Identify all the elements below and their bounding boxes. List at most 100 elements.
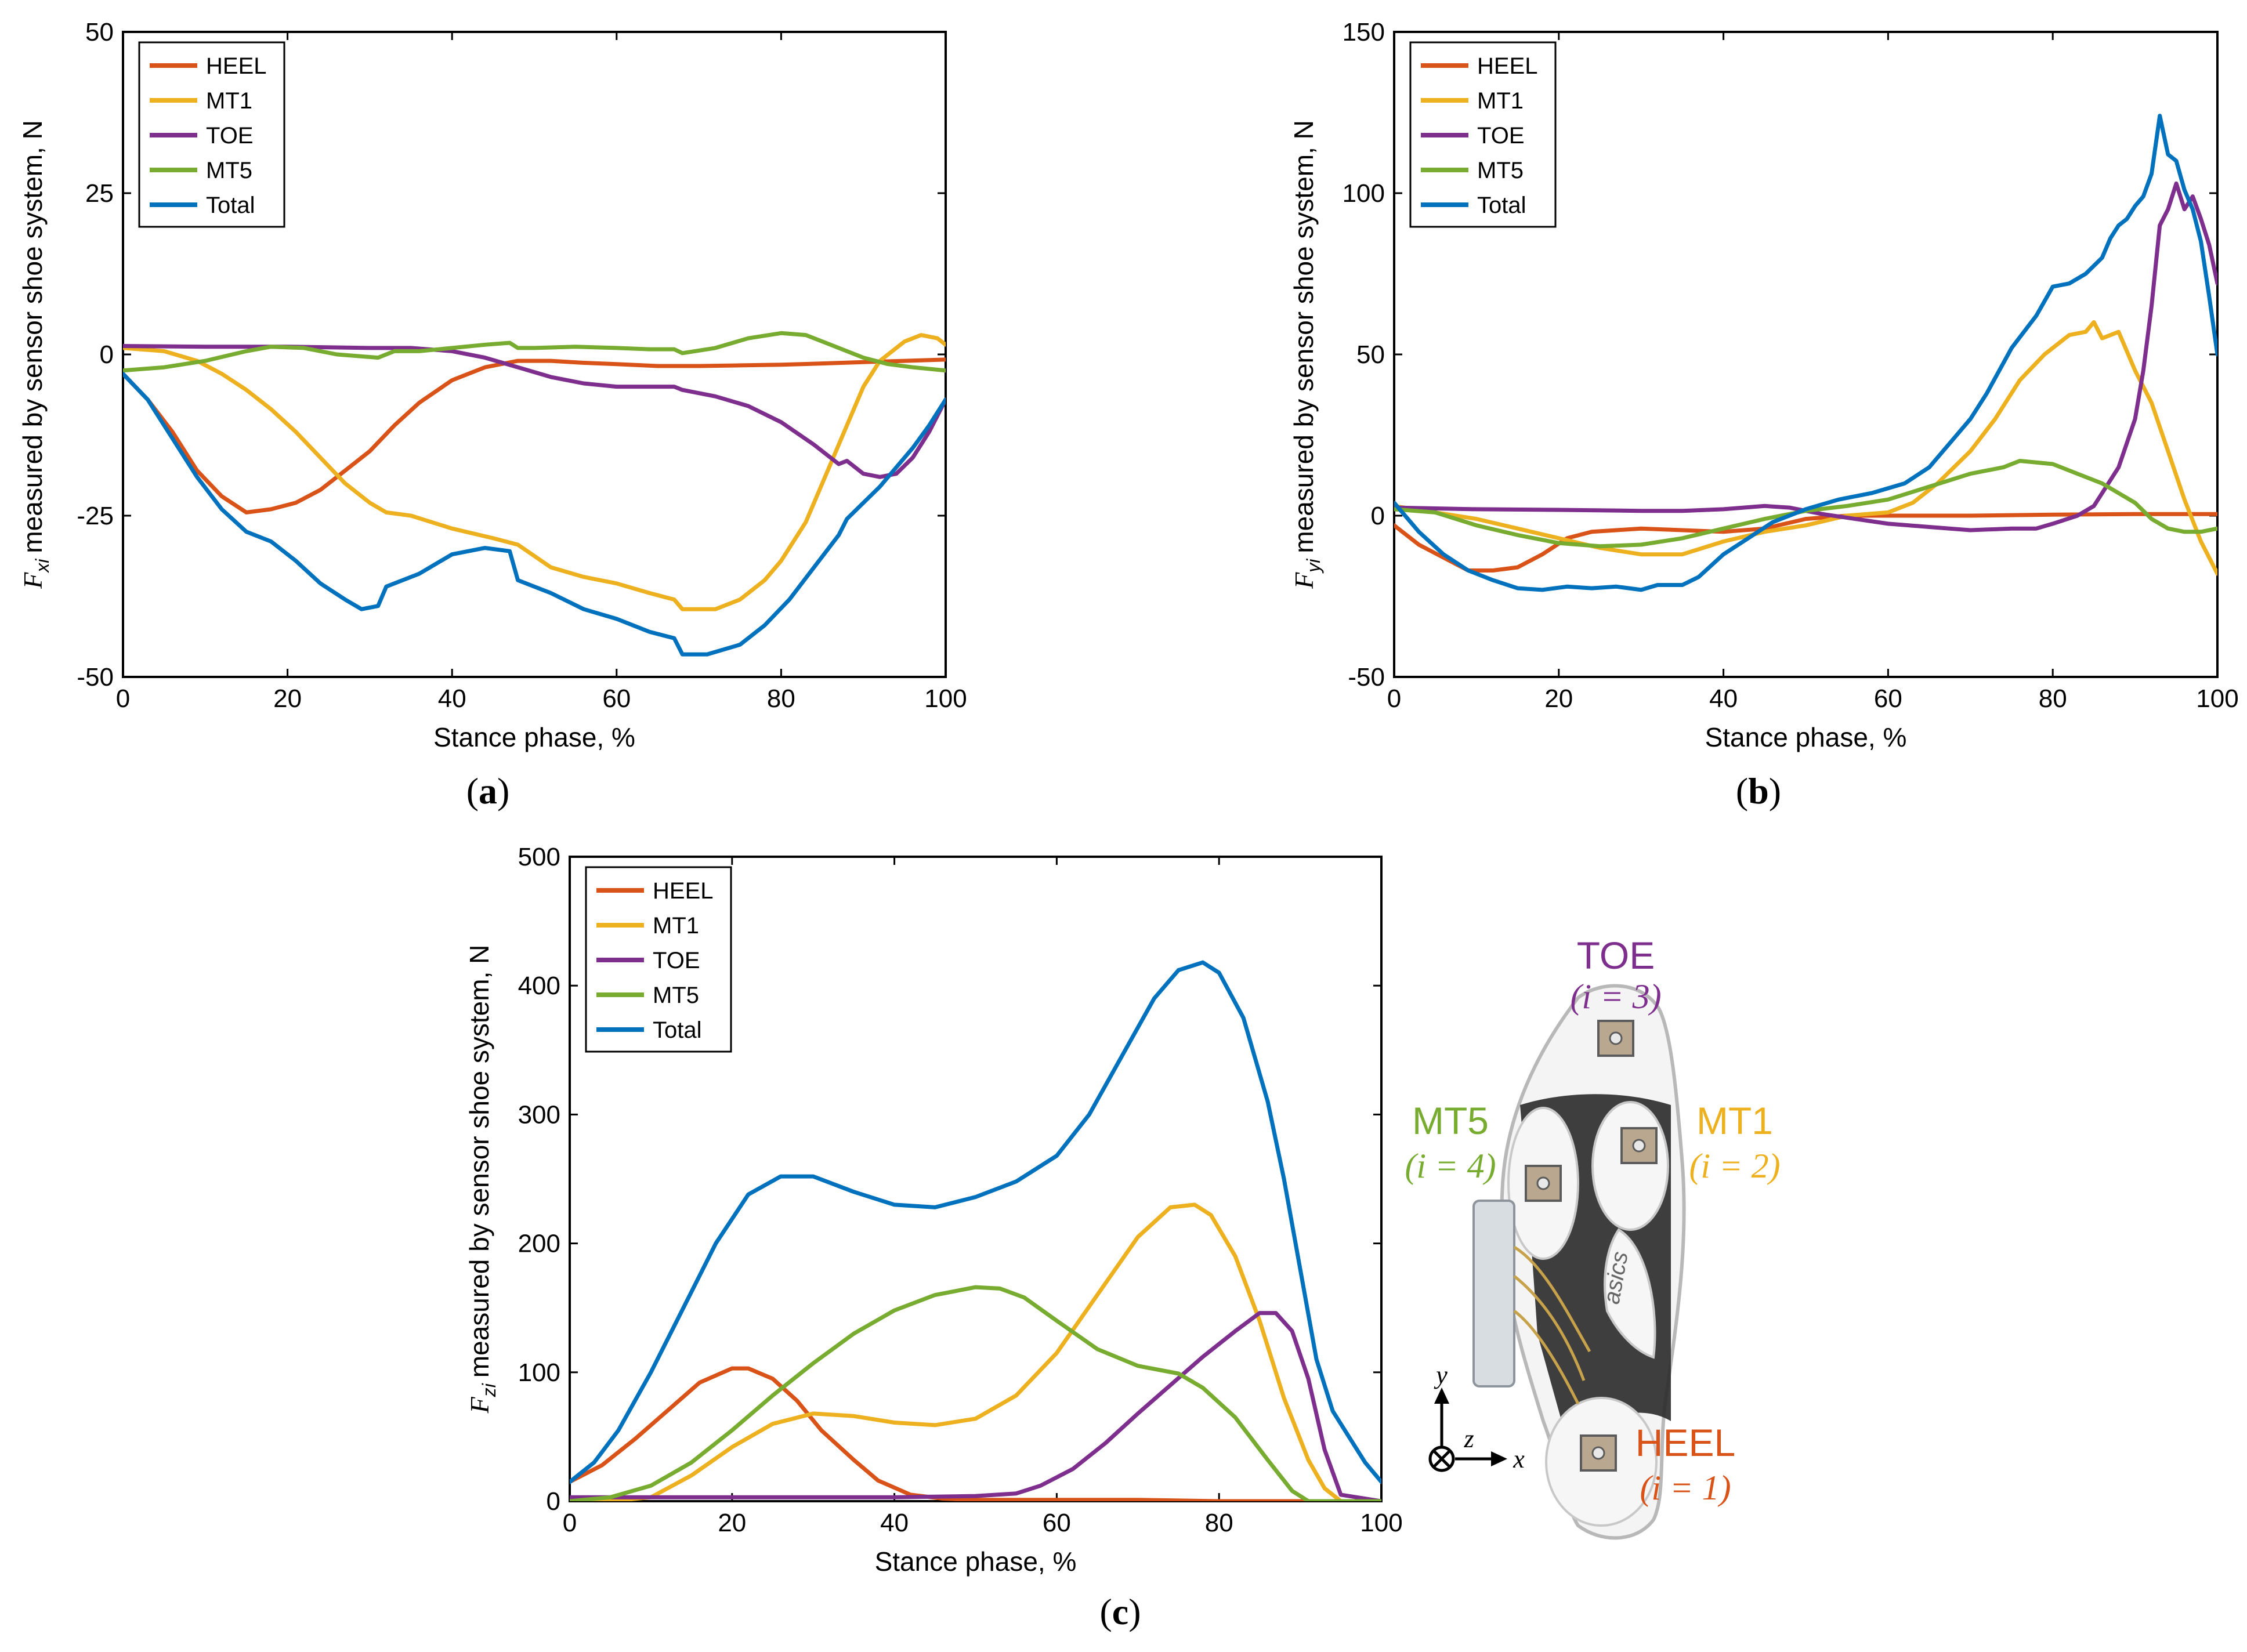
legend-label-mt5: MT5 <box>206 158 252 183</box>
legend-label-heel: HEEL <box>653 878 714 904</box>
y-axis-title: Fyi measured by sensor shoe system, N <box>1289 120 1324 589</box>
x-tick-label: 60 <box>602 684 631 713</box>
insole-electronics-box <box>1472 1200 1515 1387</box>
legend-label-mt1: MT1 <box>1477 88 1524 114</box>
series-line-heel <box>570 1366 1381 1501</box>
legend-label-heel: HEEL <box>1477 53 1538 79</box>
x-tick-label: 0 <box>116 684 130 713</box>
heel-sensor <box>1580 1434 1617 1472</box>
y-tick-label: 25 <box>85 179 114 208</box>
legend-label-mt5: MT5 <box>1477 158 1524 183</box>
x-axis-letter: x <box>1513 1445 1525 1473</box>
y-axis-title-subscript: zi <box>479 1383 500 1397</box>
series-group <box>1394 114 2217 592</box>
legend-label-toe: TOE <box>653 948 700 973</box>
mt1-index-label: (i = 2) <box>1689 1147 1780 1185</box>
y-axis-title: Fzi measured by sensor shoe system, N <box>464 945 500 1414</box>
mt5-sensor <box>1525 1165 1562 1202</box>
toe-sensor <box>1597 1020 1634 1057</box>
x-axis-arrowhead <box>1491 1451 1507 1466</box>
y-tick-label: 0 <box>1371 502 1385 530</box>
legend-label-total: Total <box>1477 193 1526 218</box>
legend-label-mt5: MT5 <box>653 983 699 1008</box>
series-line-total <box>570 960 1381 1484</box>
panel-label-close-paren: ) <box>497 770 509 811</box>
series-line-mt1 <box>570 1202 1381 1501</box>
panel-label-open-paren: ( <box>1099 1591 1112 1632</box>
panel-label-open-paren: ( <box>466 770 479 811</box>
y-axis-title-symbol: F <box>1289 572 1319 589</box>
legend-label-total: Total <box>653 1017 702 1043</box>
y-axis-title-subscript: xi <box>32 559 53 574</box>
heel-index-label: (i = 1) <box>1640 1469 1731 1507</box>
x-tick-label: 20 <box>273 684 302 713</box>
x-axis-title: Stance phase, % <box>1705 722 1907 752</box>
x-tick-label: 40 <box>1709 684 1738 713</box>
insole-midfoot-pad <box>1604 1228 1656 1359</box>
series-line-mt5 <box>1394 459 2217 549</box>
panel-label-open-paren: ( <box>1736 770 1748 811</box>
y-tick-label: 0 <box>547 1487 560 1516</box>
series-group <box>123 331 946 657</box>
legend-label-heel: HEEL <box>206 53 267 79</box>
series-line-mt1 <box>123 333 946 611</box>
y-tick-label: 50 <box>85 18 114 46</box>
y-tick-label: 400 <box>518 972 560 1000</box>
x-tick-label: 80 <box>1205 1509 1233 1537</box>
panel-label-close-paren: ) <box>1769 770 1781 811</box>
panel-label: (c) <box>1099 1591 1141 1632</box>
x-axis-title: Stance phase, % <box>875 1546 1077 1577</box>
x-tick-label: 80 <box>767 684 795 713</box>
legend-label-toe: TOE <box>1477 123 1525 148</box>
mt5-label: MT5 <box>1412 1099 1489 1142</box>
mt5-index-label: (i = 4) <box>1405 1147 1496 1185</box>
x-tick-label: 40 <box>438 684 466 713</box>
y-axis-letter: y <box>1434 1361 1448 1389</box>
x-tick-label: 60 <box>1874 684 1902 713</box>
coordinate-axes: y z x <box>1428 1361 1525 1473</box>
series-line-mt5 <box>123 331 946 373</box>
x-tick-label: 0 <box>563 1509 577 1537</box>
legend-label-total: Total <box>206 193 255 218</box>
series-group <box>570 960 1381 1501</box>
x-tick-label: 60 <box>1043 1509 1071 1537</box>
series-line-total <box>123 371 946 657</box>
insole-forefoot-pad-right <box>1591 1101 1669 1231</box>
panel-label: (a) <box>466 770 510 811</box>
x-axis-title: Stance phase, % <box>433 722 635 752</box>
z-axis-letter: z <box>1463 1425 1474 1453</box>
panel-label-close-paren: ) <box>1128 1591 1141 1632</box>
x-tick-label: 80 <box>2039 684 2067 713</box>
heel-label: HEEL <box>1636 1421 1735 1464</box>
y-axis-title-subscript: yi <box>1303 559 1324 574</box>
y-tick-label: 100 <box>1343 179 1385 208</box>
x-tick-label: 0 <box>1387 684 1401 713</box>
z-axis-cross-2 <box>1432 1450 1451 1468</box>
panel-label-letter: c <box>1112 1591 1128 1632</box>
toe-index-label: (i = 3) <box>1570 977 1661 1016</box>
panel-c-chart: 0 20 40 60 80 100 0 100 200 300 400 500 Stance phase… <box>464 843 1403 1632</box>
y-axis-title-symbol: F <box>465 1396 494 1414</box>
panel-a-chart: 0 20 40 60 80 100 -50 -25 0 25 50 Stance phase, % Fx… <box>17 18 967 811</box>
x-tick-label: 20 <box>718 1509 746 1537</box>
y-tick-label: 200 <box>518 1230 560 1258</box>
series-line-heel <box>123 357 946 515</box>
y-tick-label: -50 <box>1348 663 1385 691</box>
y-tick-label: 500 <box>518 843 560 871</box>
y-tick-label: 150 <box>1343 18 1385 46</box>
series-line-mt5 <box>570 1285 1381 1501</box>
y-axis-title-symbol: F <box>18 572 48 589</box>
legend-label-mt1: MT1 <box>206 88 252 114</box>
x-tick-label: 100 <box>1360 1509 1402 1537</box>
x-tick-label: 100 <box>2196 684 2238 713</box>
y-tick-label: 0 <box>100 340 114 369</box>
y-tick-label: 100 <box>518 1358 560 1387</box>
legend-label-toe: TOE <box>206 123 254 148</box>
series-line-heel <box>1394 512 2217 573</box>
y-axis-title-text: measured by sensor shoe system, N <box>1289 120 1319 553</box>
y-tick-label: 300 <box>518 1100 560 1129</box>
series-line-toe <box>570 1311 1381 1501</box>
mt1-label: MT1 <box>1696 1099 1773 1142</box>
insole-wires <box>1513 1245 1591 1405</box>
